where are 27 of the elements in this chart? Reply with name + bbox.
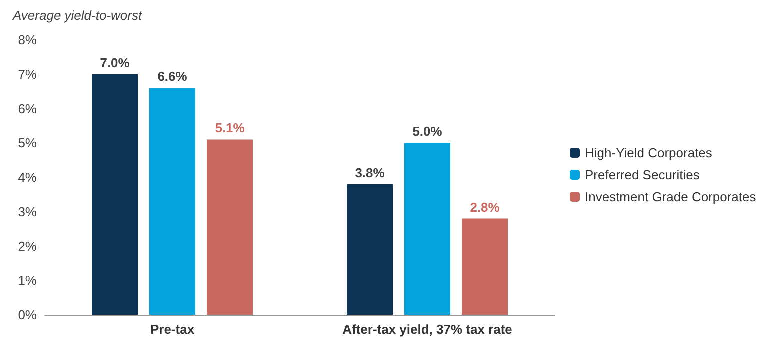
data-label: 2.8% [470, 200, 500, 215]
y-tick-label: 3% [18, 204, 38, 220]
bar [404, 143, 450, 315]
y-tick-label: 5% [18, 136, 38, 151]
x-tick-label: Pre-tax [150, 322, 196, 337]
data-label: 6.6% [158, 69, 188, 84]
bar [207, 140, 253, 315]
legend-label: High-Yield Corporates [585, 146, 713, 160]
x-tick-label: After-tax yield, 37% tax rate [342, 322, 512, 337]
data-label: 3.8% [355, 165, 386, 180]
legend-label: Investment Grade Corporates [585, 190, 757, 204]
y-tick-label: 2% [18, 238, 38, 254]
data-label: 5.0% [412, 124, 443, 140]
bar [462, 218, 508, 315]
bar [150, 88, 196, 315]
data-label: 5.1% [215, 120, 246, 136]
data-label: 7.0% [100, 55, 130, 70]
y-tick-label: 6% [18, 101, 38, 116]
y-axis-title: Average yield-to-worst [12, 8, 144, 23]
y-tick-label: 7% [18, 66, 38, 82]
y-tick-label: 1% [18, 273, 38, 288]
y-tick-label: 8% [18, 32, 38, 48]
bar [92, 74, 138, 315]
legend-label: Preferred Securities [585, 168, 700, 182]
y-tick-label: 4% [18, 170, 38, 185]
bar [347, 184, 393, 315]
y-tick-label: 0% [18, 308, 38, 322]
